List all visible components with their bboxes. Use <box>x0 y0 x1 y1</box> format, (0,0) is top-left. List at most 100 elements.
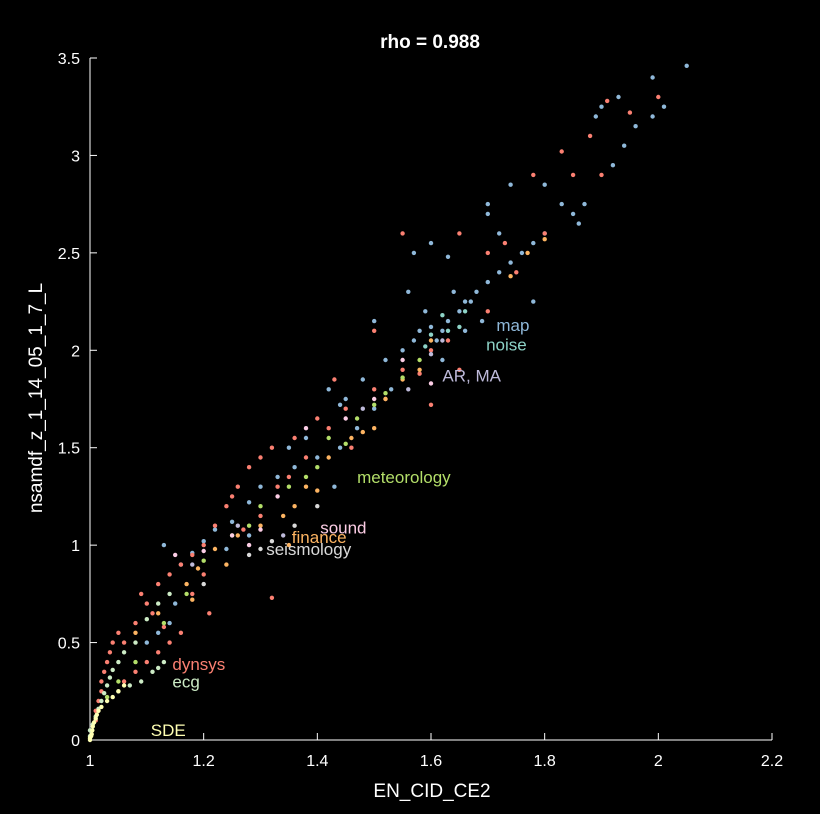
data-point <box>531 299 536 304</box>
data-point <box>457 324 462 330</box>
data-point <box>559 149 564 154</box>
data-point <box>303 455 309 460</box>
data-point <box>150 611 155 616</box>
data-point <box>428 338 434 343</box>
chart-title: rho = 0.988 <box>380 32 480 53</box>
data-point <box>372 426 377 431</box>
data-point <box>156 611 161 616</box>
data-point <box>303 435 309 441</box>
data-point <box>173 601 178 606</box>
data-point <box>212 527 218 532</box>
data-point <box>156 665 161 671</box>
data-point <box>121 683 127 688</box>
data-point <box>167 591 172 597</box>
data-point <box>508 274 513 279</box>
x-tick-label: 1 <box>86 753 95 770</box>
data-point <box>201 581 206 587</box>
data-point <box>332 377 337 382</box>
data-point <box>468 299 473 304</box>
data-point <box>102 691 107 696</box>
data-point <box>457 367 462 372</box>
y-tick-label: 0 <box>71 733 80 750</box>
data-point <box>201 542 206 548</box>
data-point <box>133 640 138 645</box>
data-point <box>207 611 212 616</box>
data-point <box>258 527 263 532</box>
data-point <box>116 659 121 665</box>
data-points <box>87 63 689 743</box>
data-point <box>195 566 201 571</box>
annotation-label: finance <box>292 528 347 547</box>
data-point <box>104 694 110 700</box>
data-point <box>303 474 309 480</box>
data-point <box>281 513 286 519</box>
data-point <box>139 679 144 684</box>
data-point <box>184 581 189 587</box>
data-point <box>349 445 354 450</box>
data-point <box>286 474 292 480</box>
data-point <box>133 669 138 674</box>
data-point <box>156 601 161 606</box>
data-point <box>275 494 280 499</box>
data-point <box>167 640 172 645</box>
x-tick-label: 1.6 <box>420 753 442 770</box>
data-point <box>326 455 331 460</box>
data-point <box>354 416 360 421</box>
data-point <box>133 620 138 626</box>
data-point <box>343 396 348 402</box>
data-point <box>593 114 598 119</box>
data-point <box>269 539 275 544</box>
data-point <box>428 332 434 337</box>
data-point <box>326 435 331 441</box>
data-point <box>599 172 604 178</box>
data-point <box>184 591 189 597</box>
annotation-label: sound <box>320 519 366 538</box>
y-tick-label: 3 <box>71 148 80 165</box>
data-point <box>684 63 689 68</box>
data-point <box>235 533 240 538</box>
data-point <box>485 250 490 256</box>
data-point <box>281 533 286 538</box>
data-point <box>241 527 246 532</box>
data-point <box>116 679 121 684</box>
data-point <box>622 143 627 148</box>
annotation-label: dynsys <box>172 655 225 674</box>
data-point <box>224 504 229 509</box>
data-point <box>417 371 422 376</box>
data-point <box>303 484 309 489</box>
data-point <box>372 387 377 392</box>
data-point <box>315 504 320 509</box>
data-point <box>525 250 530 256</box>
data-point <box>559 201 564 207</box>
data-point <box>173 552 178 558</box>
data-point <box>417 367 422 372</box>
annotation-label: SDE <box>151 721 186 740</box>
data-point <box>315 488 320 493</box>
data-point <box>605 98 610 104</box>
data-point <box>315 416 320 421</box>
data-point <box>133 630 138 635</box>
data-point <box>224 546 229 552</box>
data-point <box>417 328 422 333</box>
data-point <box>286 484 292 489</box>
data-point <box>99 704 104 710</box>
data-point <box>542 231 547 236</box>
data-point <box>582 201 587 207</box>
data-point <box>212 546 218 552</box>
data-point <box>110 667 115 673</box>
data-point <box>542 182 547 187</box>
x-tick-label: 1.4 <box>306 753 328 770</box>
data-point <box>94 712 100 717</box>
data-point <box>343 416 348 421</box>
data-point <box>440 357 445 363</box>
data-point <box>269 445 275 450</box>
data-point <box>286 445 292 450</box>
data-point <box>235 484 240 489</box>
data-point <box>497 270 502 275</box>
data-point <box>485 279 490 285</box>
data-point <box>104 683 110 688</box>
data-point <box>258 484 263 489</box>
data-point <box>474 289 479 294</box>
data-point <box>201 572 206 577</box>
data-point <box>104 698 110 704</box>
